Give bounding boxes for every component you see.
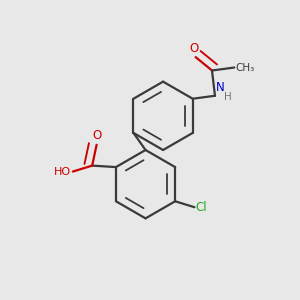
Text: Cl: Cl (195, 201, 207, 214)
Text: O: O (92, 129, 101, 142)
Text: H: H (224, 92, 232, 102)
Text: O: O (190, 42, 199, 55)
Text: HO: HO (54, 167, 71, 176)
Text: CH₃: CH₃ (235, 62, 254, 73)
Text: N: N (216, 81, 224, 94)
